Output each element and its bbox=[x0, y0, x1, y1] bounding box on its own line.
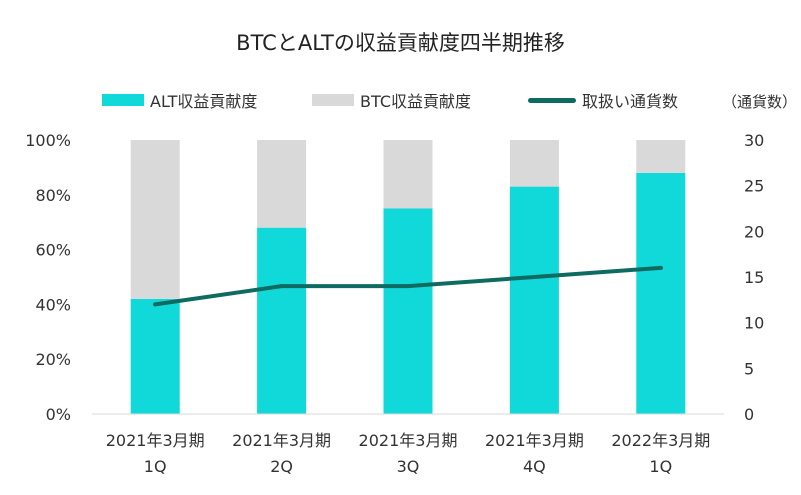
bar-alt bbox=[636, 172, 686, 414]
legend-label-alt: ALT収益貢献度 bbox=[150, 92, 258, 111]
category-label-line: 1Q bbox=[649, 457, 672, 476]
line-point bbox=[658, 265, 663, 270]
category-label-line: 2022年3月期 bbox=[611, 431, 710, 450]
legend-swatch-alt bbox=[102, 94, 144, 106]
category-label-line: 4Q bbox=[523, 457, 546, 476]
right-axis: 0 5 10 15 20 25 30 bbox=[744, 131, 764, 424]
legend-label-currency-count: 取扱い通貨数 bbox=[582, 92, 679, 111]
category-label: 2021年3月期 3Q bbox=[359, 431, 458, 476]
bar-btc bbox=[257, 140, 307, 228]
bar-alt bbox=[509, 186, 559, 414]
category-label: 2021年3月期 1Q bbox=[106, 431, 205, 476]
category-axis: 2021年3月期 1Q 2021年3月期 2Q 2021年3月期 3Q 2021年3月期 4Q… bbox=[106, 431, 711, 476]
category-label-line: 1Q bbox=[144, 457, 167, 476]
right-tick-label: 10 bbox=[744, 314, 764, 333]
line-point bbox=[153, 302, 158, 307]
right-tick-label: 0 bbox=[744, 405, 754, 424]
right-tick-label: 30 bbox=[744, 131, 764, 150]
category-label: 2022年3月期 1Q bbox=[611, 431, 710, 476]
right-tick-label: 20 bbox=[744, 222, 764, 241]
line-series bbox=[153, 265, 663, 307]
bar-btc bbox=[509, 140, 559, 187]
bar-alt bbox=[383, 208, 433, 414]
category-label-line: 2Q bbox=[270, 457, 293, 476]
line-point bbox=[279, 284, 284, 289]
category-label-line: 3Q bbox=[397, 457, 420, 476]
category-label-line: 2021年3月期 bbox=[106, 431, 205, 450]
right-tick-label: 5 bbox=[744, 359, 754, 378]
right-axis-unit-label: （通貨数） bbox=[722, 93, 798, 111]
legend-item-btc: BTC収益貢献度 bbox=[312, 89, 471, 111]
legend-swatch-currency-count bbox=[528, 97, 576, 103]
legend-swatch-btc bbox=[312, 94, 354, 106]
legend-label-btc: BTC収益貢献度 bbox=[360, 92, 471, 111]
left-tick-label: 80% bbox=[35, 186, 71, 205]
line-point bbox=[532, 275, 537, 279]
legend-item-currency-count: 取扱い通貨数 bbox=[528, 89, 678, 111]
right-tick-label: 25 bbox=[744, 177, 764, 196]
bar-btc bbox=[383, 140, 433, 209]
category-label-line: 2021年3月期 bbox=[232, 431, 331, 450]
category-label-line: 2021年3月期 bbox=[359, 431, 458, 450]
legend-item-alt: ALT収益貢献度 bbox=[102, 89, 257, 111]
bar-alt bbox=[257, 227, 307, 414]
category-label: 2021年3月期 2Q bbox=[232, 431, 331, 476]
line-point bbox=[406, 284, 410, 289]
left-tick-label: 40% bbox=[35, 295, 71, 314]
right-tick-label: 15 bbox=[744, 268, 764, 287]
bar-btc bbox=[130, 140, 180, 299]
bar-alt bbox=[130, 298, 180, 414]
bar-series bbox=[130, 140, 686, 414]
bar-btc bbox=[636, 140, 686, 173]
category-label: 2021年3月期 4Q bbox=[485, 431, 584, 476]
left-tick-label: 20% bbox=[35, 350, 71, 369]
left-tick-label: 100% bbox=[25, 131, 71, 150]
left-axis: 0% 20% 40% 60% 80% 100% bbox=[25, 131, 71, 424]
left-tick-label: 0% bbox=[46, 405, 71, 424]
left-tick-label: 60% bbox=[35, 241, 71, 260]
chart-title: BTCとALTの収益貢献度四半期推移 bbox=[236, 31, 565, 55]
category-label-line: 2021年3月期 bbox=[485, 431, 584, 450]
